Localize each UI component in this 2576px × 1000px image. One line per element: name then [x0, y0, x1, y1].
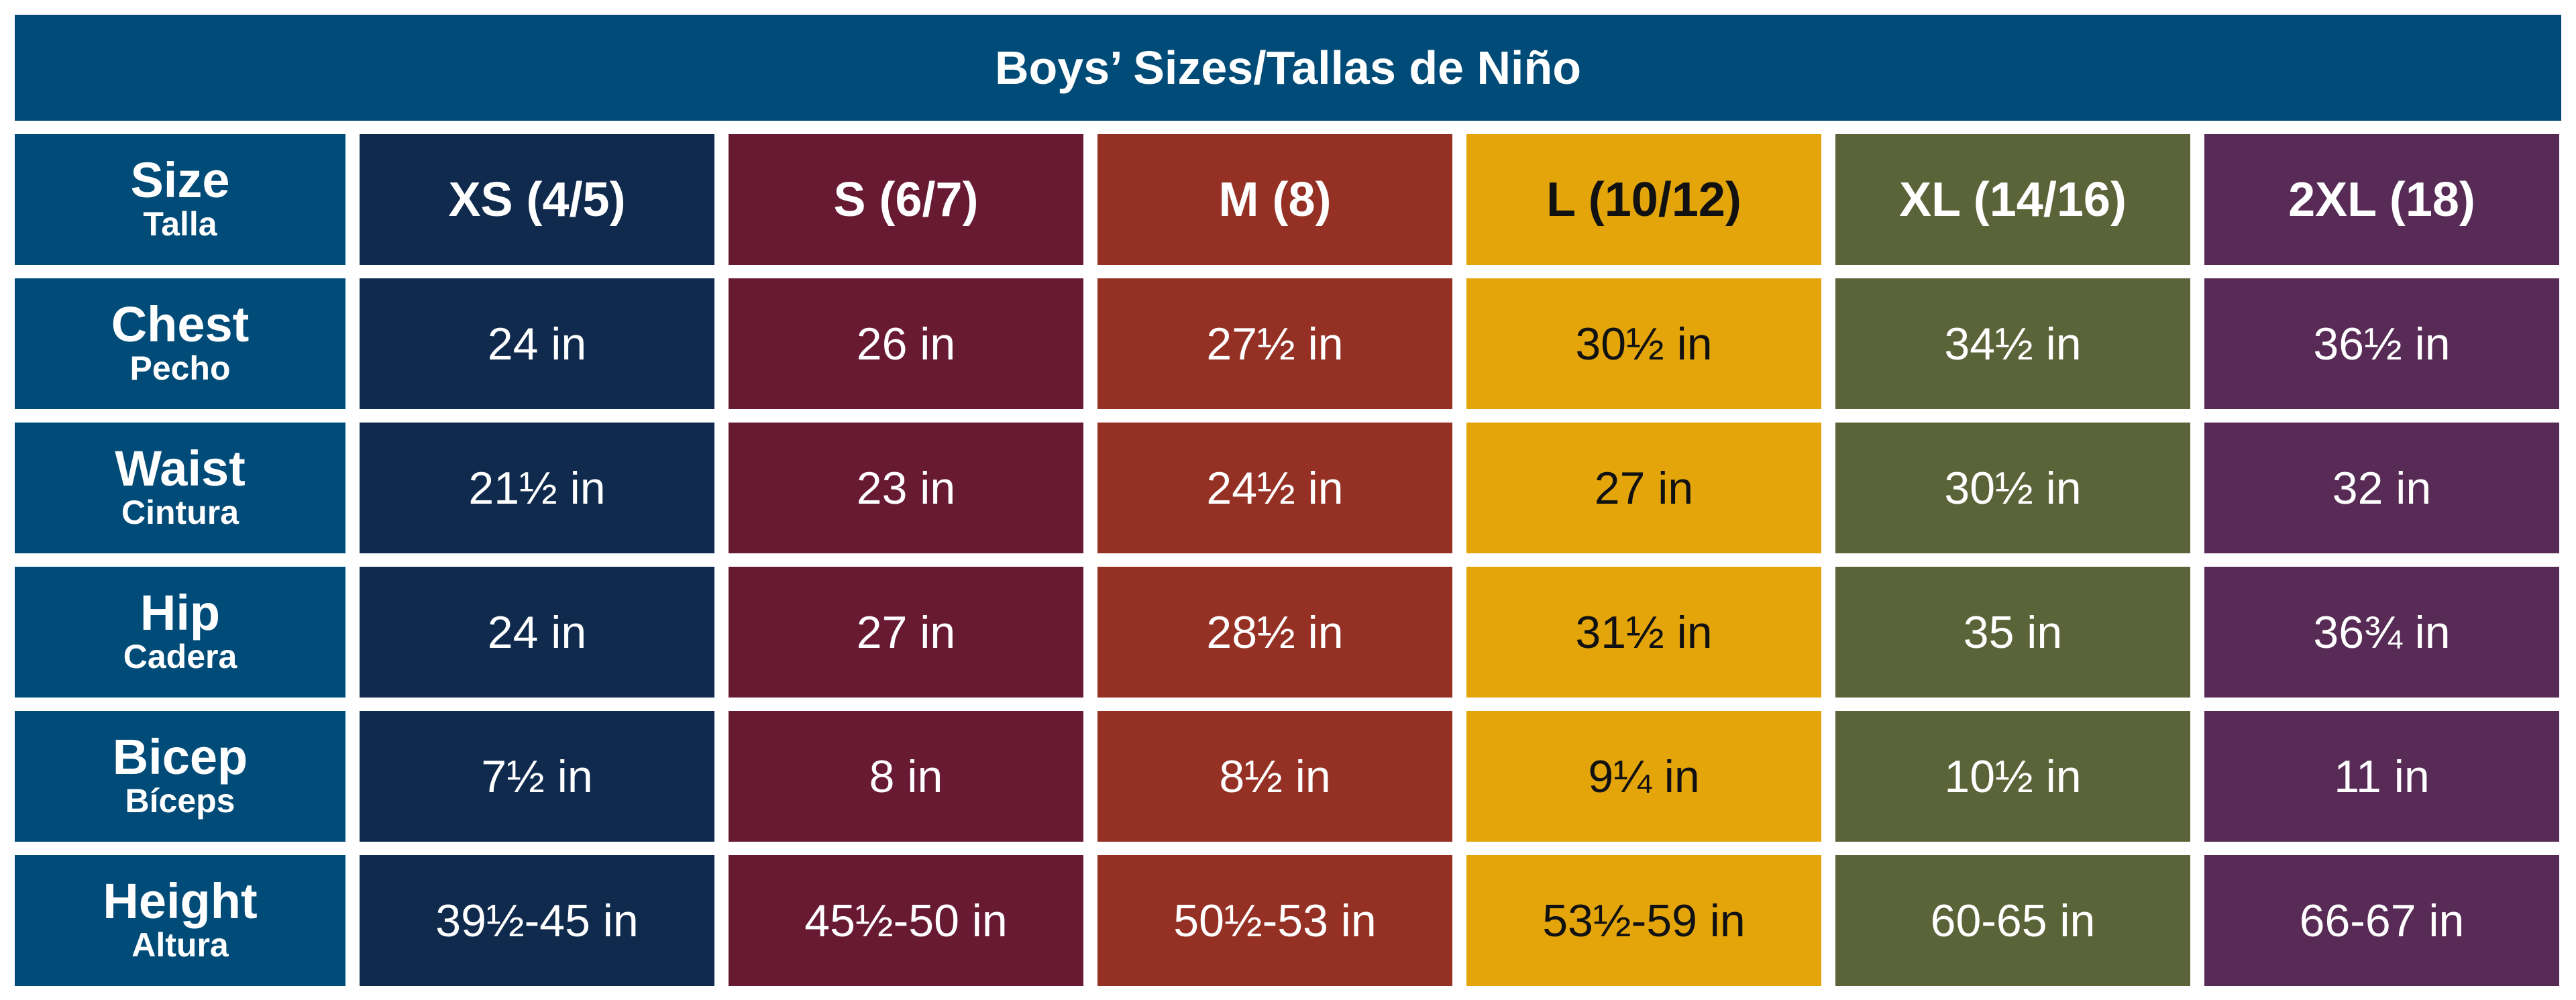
row-header: Height Altura	[15, 855, 345, 986]
table-cell: 11 in	[2204, 711, 2559, 842]
row-sublabel: Pecho	[129, 349, 231, 387]
table-cell: 66-67 in	[2204, 855, 2559, 986]
table-cell: 28½ in	[1097, 567, 1452, 698]
table-cell: 30½ in	[1466, 278, 1821, 409]
table-cell: 32 in	[2204, 423, 2559, 553]
table-cell: 35 in	[1835, 567, 2190, 698]
row-sublabel: Bíceps	[125, 781, 235, 820]
table-cell: 27½ in	[1097, 278, 1452, 409]
column-header: 2XL (18)	[2204, 134, 2559, 265]
table-cell: 36½ in	[2204, 278, 2559, 409]
corner-sublabel: Talla	[143, 205, 217, 243]
table-cell: 31½ in	[1466, 567, 1821, 698]
table-cell: 36¾ in	[2204, 567, 2559, 698]
table-cell: 27 in	[729, 567, 1083, 698]
table-cell: 45½-50 in	[729, 855, 1083, 986]
table-cell: 34½ in	[1835, 278, 2190, 409]
column-header: XL (14/16)	[1835, 134, 2190, 265]
table-cell: 8½ in	[1097, 711, 1452, 842]
chart-title: Boys’ Sizes/Tallas de Niño	[15, 15, 2561, 121]
table-cell: 39½-45 in	[360, 855, 714, 986]
column-header: M (8)	[1097, 134, 1452, 265]
row-sublabel: Cadera	[123, 637, 237, 675]
table-cell: 27 in	[1466, 423, 1821, 553]
table-cell: 24 in	[360, 278, 714, 409]
row-label: Waist	[115, 440, 246, 496]
row-header: Bicep Bíceps	[15, 711, 345, 842]
corner-label: Size	[130, 152, 230, 208]
table-cell: 7½ in	[360, 711, 714, 842]
table-cell: 26 in	[729, 278, 1083, 409]
table-cell: 30½ in	[1835, 423, 2190, 553]
table-cell: 10½ in	[1835, 711, 2190, 842]
table-cell: 50½-53 in	[1097, 855, 1452, 986]
column-header: S (6/7)	[729, 134, 1083, 265]
table-cell: 24 in	[360, 567, 714, 698]
table-cell: 53½-59 in	[1466, 855, 1821, 986]
table-cell: 24½ in	[1097, 423, 1452, 553]
size-table: Size Talla XS (4/5) S (6/7) M (8) L (10/12)…	[15, 134, 2561, 987]
table-cell: 21½ in	[360, 423, 714, 553]
row-label: Chest	[111, 296, 250, 352]
table-cell: 8 in	[729, 711, 1083, 842]
row-label: Hip	[140, 584, 221, 641]
row-label: Bicep	[112, 728, 248, 785]
row-sublabel: Altura	[131, 926, 229, 964]
row-sublabel: Cintura	[121, 493, 239, 531]
column-header: XS (4/5)	[360, 134, 714, 265]
row-label: Height	[103, 873, 258, 929]
column-header: L (10/12)	[1466, 134, 1821, 265]
row-header: Hip Cadera	[15, 567, 345, 698]
table-cell: 23 in	[729, 423, 1083, 553]
row-header: Waist Cintura	[15, 423, 345, 553]
table-cell: 9¼ in	[1466, 711, 1821, 842]
corner-header: Size Talla	[15, 134, 345, 265]
row-header: Chest Pecho	[15, 278, 345, 409]
table-cell: 60-65 in	[1835, 855, 2190, 986]
